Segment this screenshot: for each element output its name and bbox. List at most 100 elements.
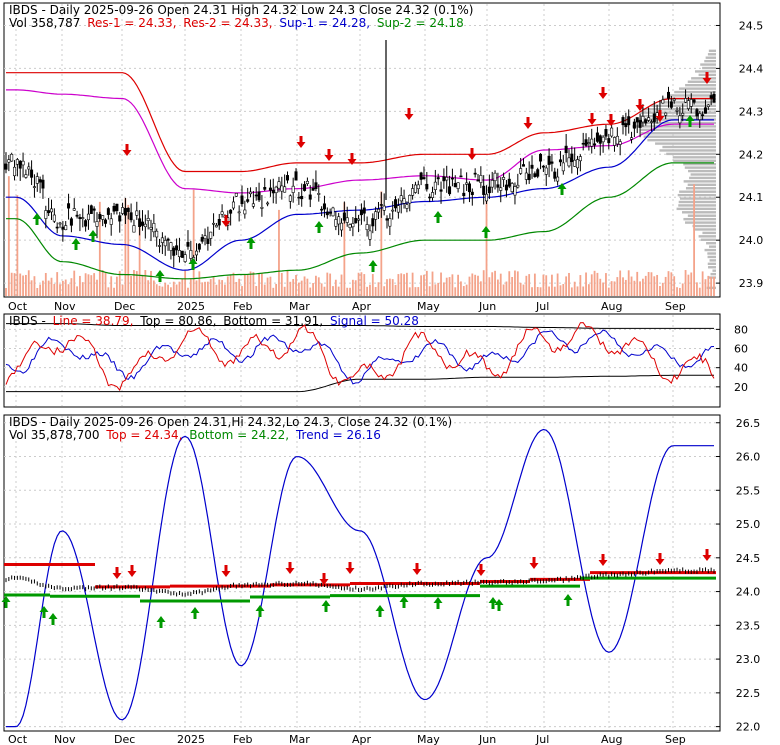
volume-bar [354,280,357,296]
price-candle-body [101,215,105,220]
volume-bar [551,274,553,296]
volume-bar [664,276,667,296]
price-candle-body [285,175,289,181]
volume-bar [121,284,124,296]
volume-profile-bar [685,187,716,190]
volume-bar [337,286,340,296]
volume-bar [425,270,428,296]
volume-bar [656,274,659,296]
trend-buy-arrow [190,607,200,619]
volume-profile-bar [690,173,716,176]
x-axis-label: Dec [114,300,135,313]
volume-bar [386,279,388,296]
price-candle-body [405,204,409,209]
volume-bar [630,276,633,296]
volume-bar [70,278,73,296]
volume-profile-bar [685,221,716,224]
x-axis-label: Mar [289,300,310,313]
price-candle-body [234,192,238,197]
price-candle-body [524,172,528,180]
price-candle-body [627,116,631,126]
price-candle-body [64,225,68,231]
price-candle-body [593,143,597,146]
volume-bar [283,286,286,296]
volume-bar [195,280,198,296]
price-candle-body [24,174,28,178]
price-candle-body [328,212,332,214]
price-candle-body [493,172,497,182]
price-tick-label: 24.5 [739,19,764,32]
price-candle-body [237,211,241,214]
price-tick-label: 23.9 [739,277,764,290]
price-candle-body [78,217,82,220]
buy-arrow [188,258,198,270]
volume-bar [491,272,494,296]
volume-bar [323,286,326,296]
trend-buy-arrow [255,605,265,617]
volume-bar [241,286,243,296]
price-candle-body [27,166,31,170]
price-candle-body [703,107,707,114]
volume-profile-bar [689,176,716,180]
price-candle-body [35,176,39,184]
volume-bar [167,284,169,296]
volume-bar [198,271,201,296]
price-candle-body [357,218,361,221]
price-candle-body [135,210,139,216]
trend-tick-label: 25.5 [736,484,761,497]
x-axis-label: May [417,300,440,313]
volume-profile-bar [681,211,716,214]
price-candle-body [442,176,446,182]
volume-bar [334,279,337,296]
price-candle-body [686,100,690,109]
volume-bar [224,284,226,296]
buy-arrow [71,238,81,250]
price-candle-body [396,205,400,213]
volume-bar [465,284,468,296]
oscillator-header-prefix: IBDS - [9,314,46,328]
trend-sell-arrow [476,564,486,576]
buy-arrow [481,226,491,238]
volume-profile-bar [683,217,716,221]
price-candle-body [371,218,375,227]
price-candle-body [197,243,201,250]
price-candle-body [638,120,642,128]
sell-arrow [347,153,357,165]
resistance-line [6,72,714,173]
price-candle-body [459,175,463,178]
volume-profile-bar [684,166,716,169]
volume-bar [346,287,349,296]
volume-bar [442,282,445,296]
volume-bar [158,285,161,296]
price-candle-body [149,227,153,230]
volume-bar [204,281,206,296]
volume-bar [164,282,167,296]
volume-bar [104,272,107,296]
price-candle-body [4,163,8,170]
price-candle-body [260,206,264,209]
volume-profile-bar [679,190,716,193]
volume-bar [329,273,332,296]
volume-bar [124,198,127,296]
volume-profile-bar [707,262,716,266]
volume-bar [505,281,508,296]
price-candle-body [98,213,102,220]
price-candle-body [155,230,159,238]
volume-bar [255,285,258,296]
trend-header-volume: Vol 35,878,700 [9,428,99,442]
volume-bar [707,275,710,296]
oscillator-bottom-line [6,374,714,393]
price-candle-body [439,189,443,192]
price-candle-body [388,218,392,227]
volume-bar [79,275,81,296]
price-candle-body [195,250,199,256]
volume-bar [624,279,627,296]
price-candle-body [684,98,688,103]
price-tick-label: 24.1 [739,191,764,204]
volume-bar [690,272,693,296]
sell-arrow [587,113,597,125]
price-tick-label: 24.2 [739,148,764,161]
volume-bar [460,281,462,296]
volume-bar [340,274,343,296]
trend-buy-arrow [48,613,58,625]
